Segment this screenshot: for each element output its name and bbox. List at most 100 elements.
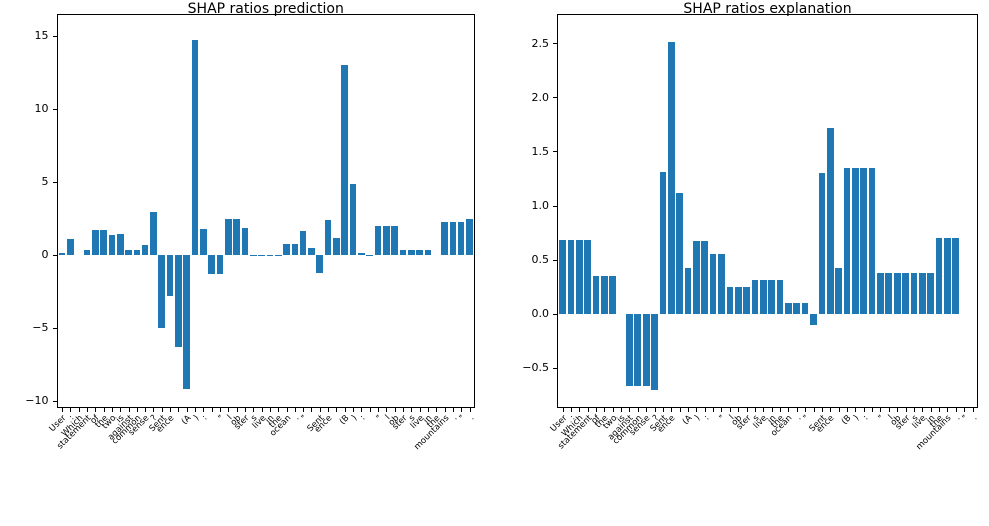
bar <box>366 254 374 256</box>
x-tick-mark <box>419 408 421 412</box>
bar <box>241 227 249 255</box>
x-tick-mark <box>286 408 288 412</box>
x-tick-mark <box>905 408 907 412</box>
y-tick-mark <box>52 327 57 329</box>
x-tick-mark <box>70 408 72 412</box>
bar <box>324 220 332 255</box>
bar <box>634 313 642 387</box>
bar <box>383 225 390 255</box>
bar <box>457 221 465 255</box>
y-tick-label: 1.0 <box>531 199 550 213</box>
x-tick-mark <box>562 408 564 412</box>
y-tick-label: 0.0 <box>531 307 550 321</box>
x-tick-mark <box>170 408 172 412</box>
x-tick-mark <box>361 408 363 412</box>
bar <box>584 240 591 314</box>
shap-ratios-figure: SHAP ratios prediction 15 10 5 0 −5 −10 User: W… <box>25 1 979 452</box>
bar <box>927 272 934 314</box>
x-tick-mark <box>570 408 572 412</box>
y-tick-label: 15 <box>34 29 49 43</box>
x-tick-mark <box>228 408 230 412</box>
y-tick-label: 5 <box>41 175 49 189</box>
y-tick-label: −10 <box>25 394 49 408</box>
x-tick-mark <box>964 408 966 412</box>
y-tick-label: −0.5 <box>522 361 549 375</box>
x-tick-mark <box>336 408 338 412</box>
x-tick-mark <box>846 408 848 412</box>
x-tick-mark <box>646 408 648 412</box>
x-tick-mark <box>86 408 88 412</box>
bar <box>944 238 951 314</box>
x-tick-mark <box>311 408 313 412</box>
x-tick-mark <box>679 408 681 412</box>
y-tick-mark <box>52 35 57 37</box>
bar <box>575 240 583 314</box>
x-tick-mark <box>947 408 949 412</box>
x-tick-mark <box>436 408 438 412</box>
x-tick-mark <box>186 408 188 412</box>
bar <box>91 229 99 255</box>
explanation-chart-title: SHAP ratios explanation <box>683 1 852 17</box>
x-tick-mark <box>913 408 915 412</box>
bar <box>793 303 801 314</box>
x-tick-mark <box>211 408 213 412</box>
x-tick-mark <box>145 408 147 412</box>
bar <box>166 254 174 296</box>
bar <box>667 42 675 314</box>
x-tick-mark <box>855 408 857 412</box>
bar <box>734 286 742 314</box>
x-tick-mark <box>654 408 656 412</box>
x-tick-mark <box>788 408 790 412</box>
bar <box>274 254 282 257</box>
bar <box>233 219 240 255</box>
bar <box>183 254 191 390</box>
x-tick-mark <box>427 408 429 412</box>
bar <box>66 239 74 255</box>
bar <box>726 286 734 314</box>
bar <box>58 253 66 255</box>
bar <box>391 225 398 255</box>
x-tick-mark <box>244 408 246 412</box>
x-tick-mark <box>972 408 974 412</box>
x-tick-mark <box>319 408 321 412</box>
bar <box>349 184 357 255</box>
bar <box>175 254 182 347</box>
y-tick-label: 2.5 <box>531 36 550 50</box>
x-tick-mark <box>838 408 840 412</box>
bar <box>818 173 826 314</box>
y-tick-mark <box>553 205 557 207</box>
x-tick-mark <box>261 408 263 412</box>
x-tick-mark <box>178 408 180 412</box>
x-tick-mark <box>111 408 113 412</box>
bar <box>893 272 901 314</box>
x-tick-mark <box>763 408 765 412</box>
bar <box>158 254 166 328</box>
x-tick-mark <box>863 408 865 412</box>
bar <box>826 127 834 314</box>
bar <box>258 254 265 257</box>
x-tick-mark <box>621 408 623 412</box>
bar <box>125 249 132 255</box>
x-tick-mark <box>830 408 832 412</box>
bar <box>801 303 809 314</box>
x-tick-mark <box>269 408 271 412</box>
axes-box <box>56 14 475 408</box>
bar <box>626 313 633 387</box>
x-tick-mark <box>95 408 97 412</box>
x-tick-mark <box>872 408 874 412</box>
bar <box>407 250 415 255</box>
x-tick-mark <box>780 408 782 412</box>
x-tick-mark <box>696 408 698 412</box>
x-tick-mark <box>688 408 689 412</box>
x-tick-mark <box>771 408 773 412</box>
bar <box>709 254 717 314</box>
bar <box>885 272 893 314</box>
axes-box <box>557 14 978 408</box>
x-tick-mark <box>161 408 163 412</box>
x-tick-mark <box>452 408 454 412</box>
x-tick-mark <box>469 408 471 412</box>
x-tick-mark <box>704 408 706 412</box>
bar <box>141 244 149 255</box>
bar <box>466 219 473 255</box>
x-tick-mark <box>386 408 388 412</box>
